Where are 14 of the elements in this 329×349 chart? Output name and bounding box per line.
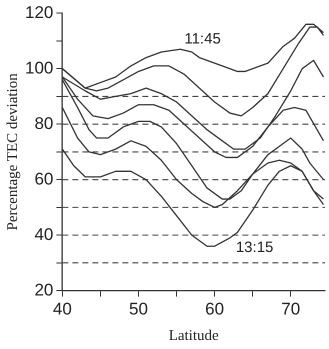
y-tick-label: 20 xyxy=(34,280,54,300)
annotation: 11:45 xyxy=(184,30,221,48)
x-tick-label: 50 xyxy=(129,299,148,318)
x-tick-label: 70 xyxy=(281,299,300,318)
y-tick-label: 120 xyxy=(24,2,54,22)
y-tick-label: 100 xyxy=(24,58,54,78)
y-tick-label: 60 xyxy=(34,169,54,188)
annotation: 13:15 xyxy=(236,239,274,256)
x-axis-title: Latitude xyxy=(168,328,220,344)
y-tick-label: 80 xyxy=(34,114,54,133)
y-tick-label: 40 xyxy=(34,224,54,244)
x-tick-label: 40 xyxy=(52,299,72,318)
x-tick-label: 60 xyxy=(205,299,224,318)
y-axis-title: Percentage TEC deviation xyxy=(4,72,21,230)
